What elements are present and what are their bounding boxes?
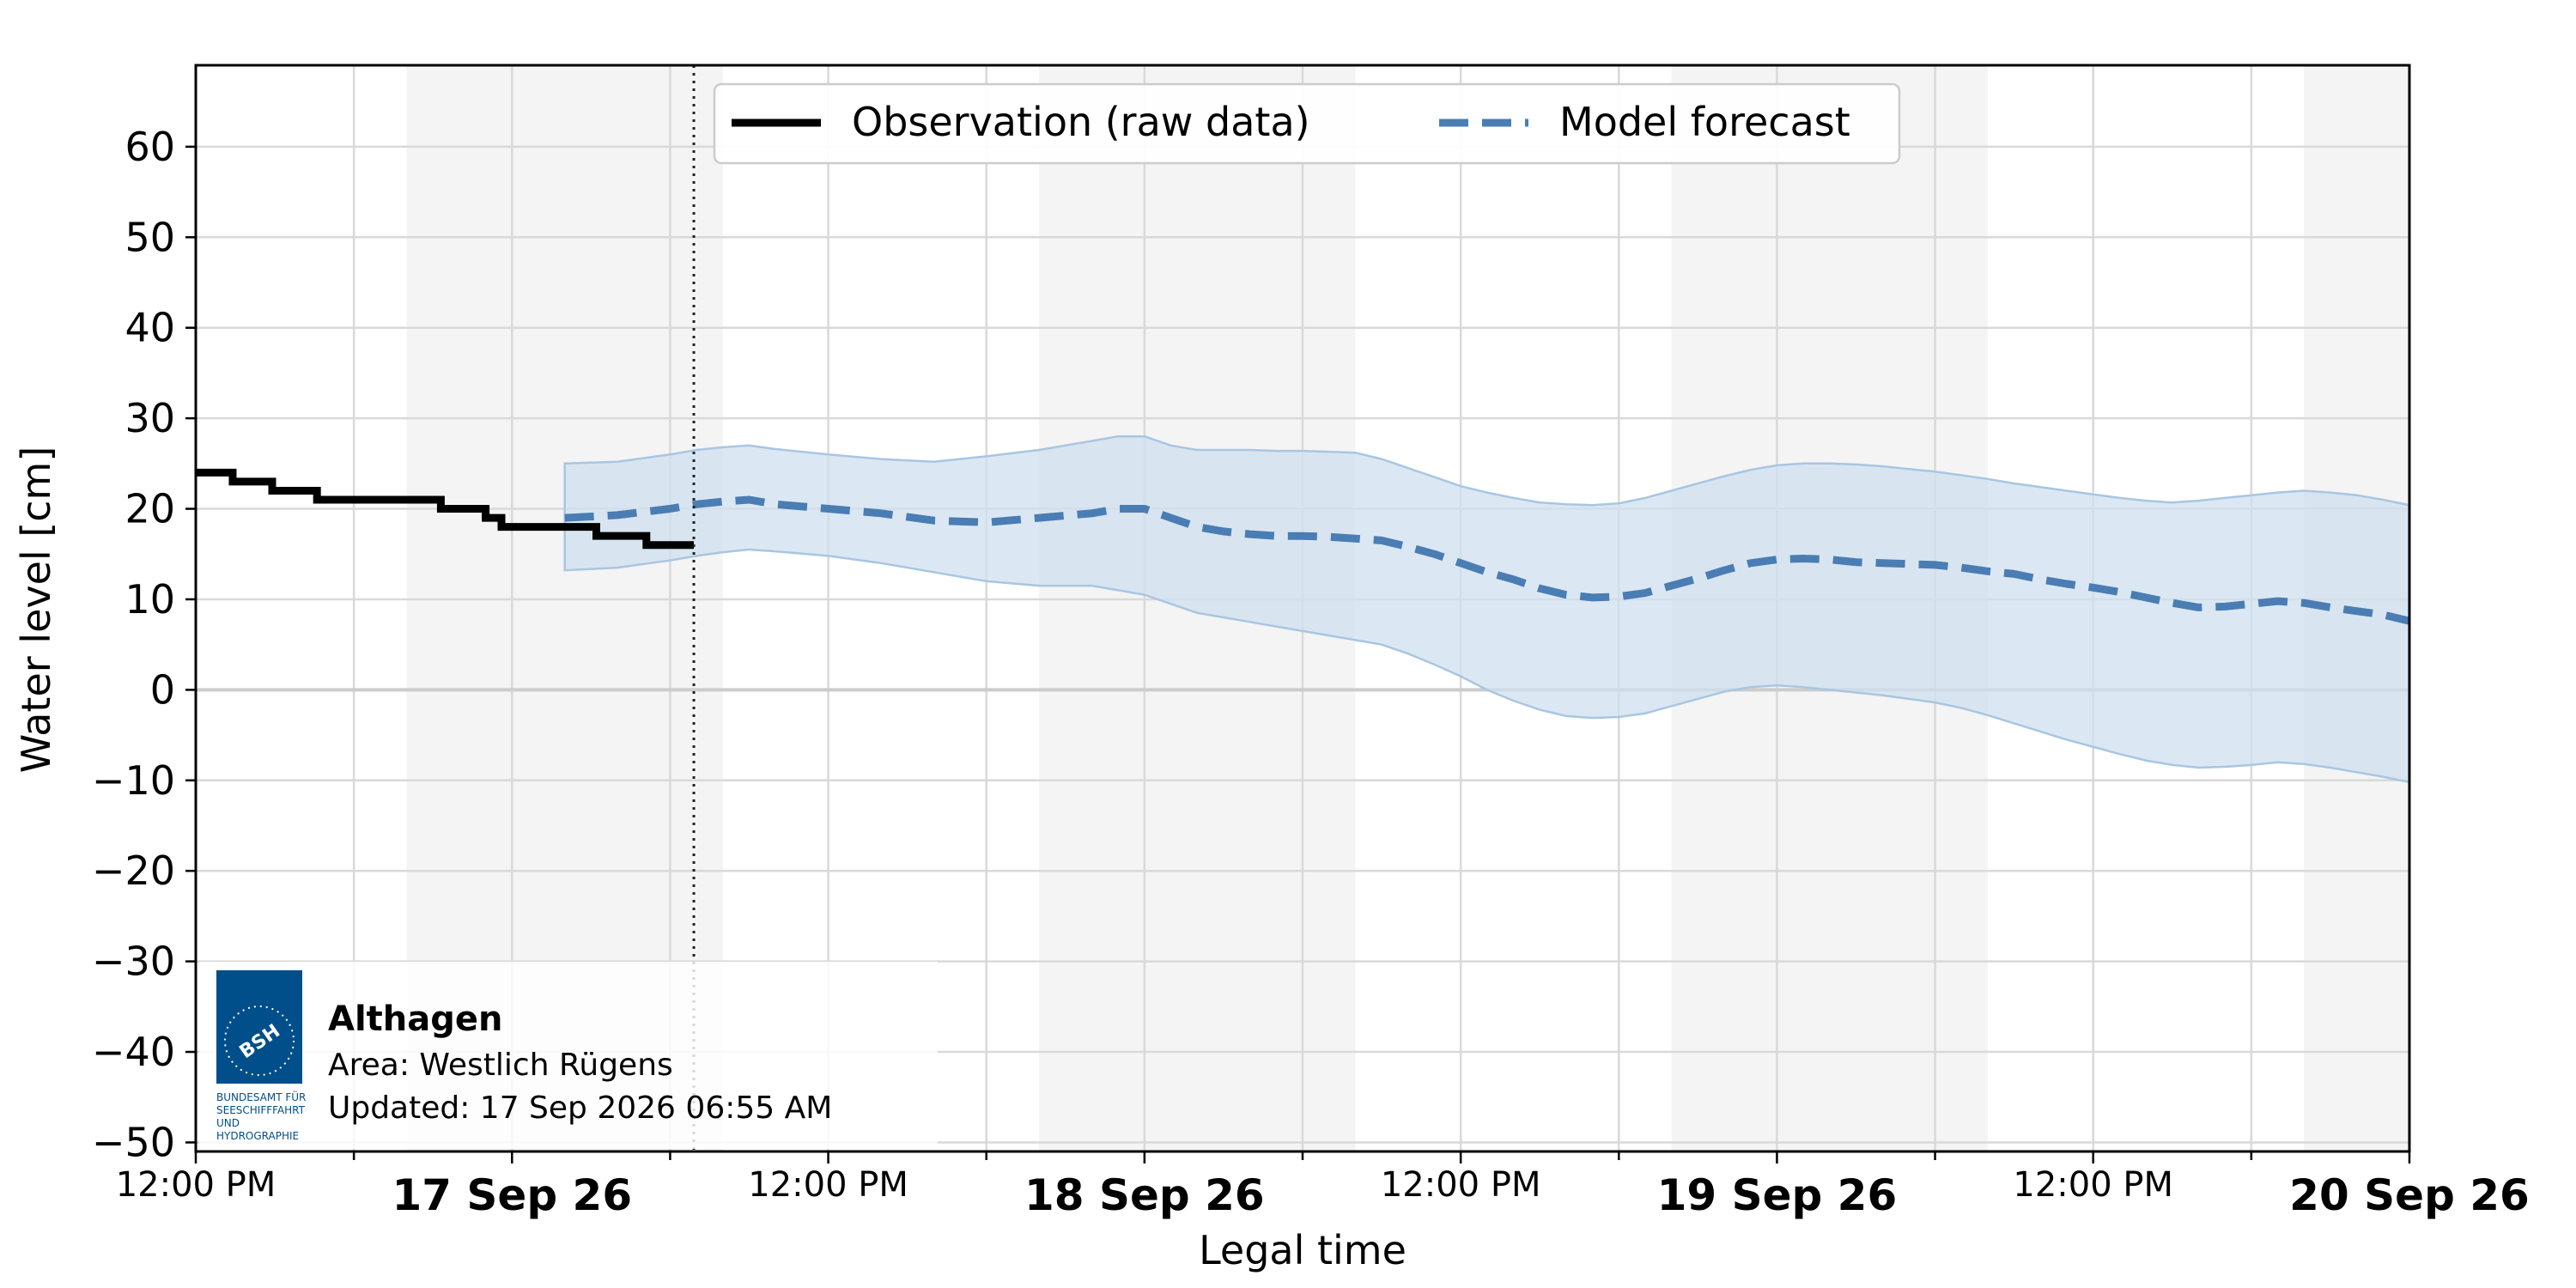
forecast-line <box>564 495 2411 625</box>
station-name: Althagen <box>328 999 503 1039</box>
station-updated: Updated: 17 Sep 2026 06:55 AM <box>328 1091 832 1126</box>
bsh-logo <box>216 970 302 1084</box>
y-tick-label: 0 <box>150 666 175 713</box>
observation-line <box>196 468 695 550</box>
y-tick-label: 40 <box>125 305 175 351</box>
y-tick-label: 50 <box>125 214 175 260</box>
x-tick-label: 12:00 PM <box>1381 1165 1541 1205</box>
legend-box <box>713 82 1901 165</box>
y-tick-label: −40 <box>92 1029 175 1075</box>
y-tick-label: 30 <box>125 395 175 441</box>
x-tick-label: 20 Sep 26 <box>2289 1170 2530 1220</box>
x-tick-label: 12:00 PM <box>2013 1165 2173 1205</box>
info-box-background <box>199 962 938 1149</box>
station-area: Area: Westlich Rügens <box>328 1048 673 1083</box>
y-tick-label: 60 <box>125 124 175 170</box>
x-tick-label: 18 Sep 26 <box>1024 1170 1265 1220</box>
bsh-logo-caption: SEESCHIFFFAHRT <box>216 1104 306 1116</box>
bsh-logo-caption: HYDROGRAPHIE <box>216 1130 299 1142</box>
legend: Observation (raw data) Model forecast <box>713 82 1901 165</box>
bsh-logo-caption: BUNDESAMT FÜR <box>216 1090 306 1103</box>
bsh-logo-ring <box>224 1005 295 1076</box>
x-tick-label: 19 Sep 26 <box>1657 1170 1898 1220</box>
x-tick-label: 12:00 PM <box>116 1165 276 1205</box>
legend-forecast-label: Model forecast <box>1559 99 1850 145</box>
y-tick-label: −10 <box>92 757 175 804</box>
x-tick-label: 12:00 PM <box>748 1165 908 1205</box>
y-tick-label: 10 <box>125 576 175 623</box>
y-tick-label: 20 <box>125 486 175 532</box>
y-axis-label: Water level [cm] <box>13 447 59 774</box>
y-tick-label: −50 <box>92 1119 175 1165</box>
bsh-logo-caption: UND <box>216 1117 240 1129</box>
legend-observation-label: Observation (raw data) <box>852 99 1310 145</box>
x-tick-label: 17 Sep 26 <box>392 1170 632 1220</box>
x-axis-label: Legal time <box>1199 1227 1406 1273</box>
y-tick-label: −30 <box>92 939 175 985</box>
y-tick-label: −20 <box>92 848 175 894</box>
